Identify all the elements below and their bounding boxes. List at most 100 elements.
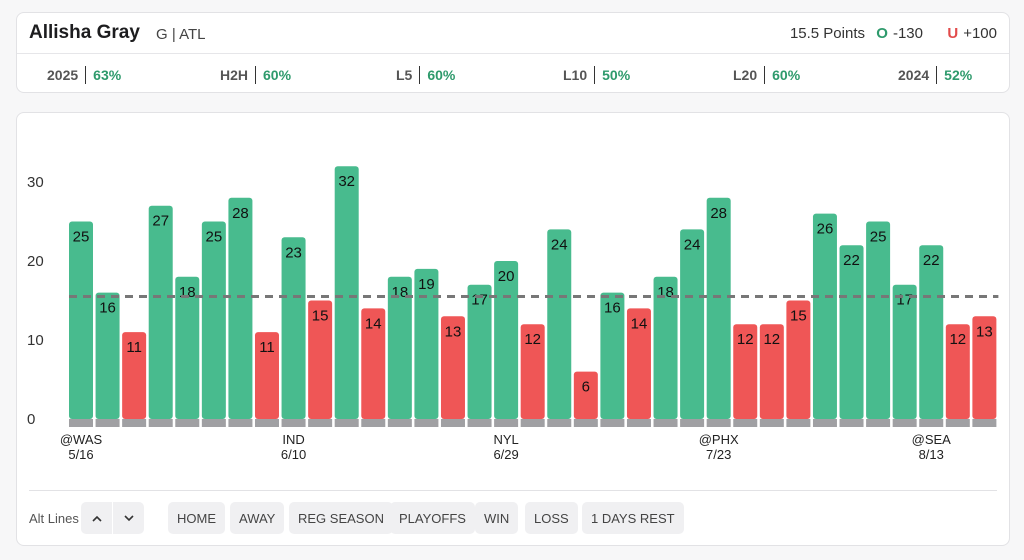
bar-value-label: 17: [471, 292, 488, 309]
x-date-label: 8/13: [919, 447, 944, 462]
data-bar: [440, 316, 465, 419]
bar-baseline-stub: [520, 419, 545, 427]
hit-rate-2024[interactable]: 2024 52%: [898, 66, 972, 84]
alt-line-down-button[interactable]: [113, 502, 144, 534]
bar-baseline-stub: [573, 419, 598, 427]
hit-rate-value: 63%: [93, 67, 122, 83]
hit-rate-value: 50%: [602, 67, 631, 83]
hit-rate-label: H2H: [220, 67, 249, 83]
data-bar: [201, 221, 226, 419]
filter-win-button[interactable]: WIN: [475, 502, 519, 534]
hit-rate-l20[interactable]: L20 60%: [733, 66, 800, 84]
bar-value-label: 18: [179, 284, 196, 301]
under-odds[interactable]: U +100: [947, 25, 997, 42]
bar-value-label: 25: [73, 229, 90, 246]
bar-baseline-stub: [254, 419, 279, 427]
bar-baseline-stub: [440, 419, 465, 427]
over-odds-value: -130: [892, 25, 923, 42]
bar-baseline-stub: [892, 419, 917, 427]
data-bar: [520, 324, 545, 419]
bar-baseline-stub: [414, 419, 439, 427]
bar-value-label: 15: [312, 308, 329, 325]
bar-value-label: 13: [976, 323, 993, 340]
bar-value-label: 14: [365, 315, 382, 332]
bar-baseline-stub: [600, 419, 625, 427]
over-icon: O: [876, 25, 888, 42]
bar-value-label: 12: [949, 331, 966, 348]
data-bar: [812, 213, 837, 419]
hit-rate-l5[interactable]: L5 60%: [396, 66, 455, 84]
hit-rate-value: 60%: [772, 67, 801, 83]
bar-value-label: 12: [524, 331, 541, 348]
filter-loss-button[interactable]: LOSS: [525, 502, 578, 534]
filter-reg-season-button[interactable]: REG SEASON: [289, 502, 393, 534]
bar-value-label: 11: [259, 339, 275, 356]
hit-rate-l10[interactable]: L10 50%: [563, 66, 630, 84]
filter-playoffs-button[interactable]: PLAYOFFS: [390, 502, 475, 534]
divider: [85, 66, 87, 84]
bar-value-label: 23: [285, 244, 302, 261]
data-bar: [706, 197, 731, 419]
bar-baseline-stub: [95, 419, 120, 427]
data-bar: [733, 324, 758, 419]
bar-value-label: 28: [710, 205, 727, 222]
divider: [594, 66, 596, 84]
bar-value-label: 12: [763, 331, 780, 348]
y-tick-label: 20: [27, 253, 44, 270]
player-header-card: Allisha Gray G | ATL 15.5 Points O -130 U…: [16, 12, 1010, 93]
filter-days-rest-button[interactable]: 1 DAYS REST: [582, 502, 684, 534]
filter-divider: [29, 490, 997, 491]
data-bar: [972, 316, 997, 419]
x-date-label: 7/23: [706, 447, 731, 462]
under-icon: U: [947, 25, 959, 42]
x-opponent-label: @WAS: [60, 432, 103, 447]
data-bar: [95, 292, 120, 419]
data-bar: [892, 284, 917, 419]
data-bar: [786, 300, 811, 419]
bar-baseline-stub: [733, 419, 758, 427]
hit-rate-value: 60%: [263, 67, 292, 83]
bar-baseline-stub: [175, 419, 200, 427]
hit-rate-h2h[interactable]: H2H 60%: [220, 66, 291, 84]
data-bar: [281, 237, 306, 419]
hit-rate-2025[interactable]: 2025 63%: [47, 66, 121, 84]
data-bar: [228, 197, 253, 419]
bar-baseline-stub: [201, 419, 226, 427]
bar-baseline-stub: [706, 419, 731, 427]
bar-value-label: 16: [604, 300, 621, 317]
x-opponent-label: IND: [282, 432, 304, 447]
header-divider: [17, 53, 1009, 54]
bar-value-label: 13: [445, 323, 462, 340]
bar-value-label: 19: [418, 276, 435, 293]
divider: [419, 66, 421, 84]
bar-baseline-stub: [866, 419, 891, 427]
bar-baseline-stub: [281, 419, 306, 427]
bar-baseline-stub: [653, 419, 678, 427]
bar-baseline-stub: [334, 419, 359, 427]
data-bar: [334, 166, 359, 419]
data-bar: [175, 276, 200, 419]
data-bar: [919, 245, 944, 419]
bar-value-label: 26: [817, 221, 834, 238]
bar-value-label: 17: [896, 292, 913, 309]
data-bar: [866, 221, 891, 419]
filter-away-button[interactable]: AWAY: [230, 502, 285, 534]
bar-value-label: 18: [391, 284, 408, 301]
divider: [764, 66, 766, 84]
filter-home-button[interactable]: HOME: [168, 502, 225, 534]
x-opponent-label: @SEA: [912, 432, 952, 447]
bar-value-label: 18: [657, 284, 674, 301]
bar-baseline-stub: [148, 419, 173, 427]
data-bar: [361, 308, 386, 419]
data-bar: [414, 268, 439, 419]
bar-baseline-stub: [228, 419, 253, 427]
data-bar: [547, 229, 572, 419]
bar-baseline-stub: [759, 419, 784, 427]
alt-line-up-button[interactable]: [81, 502, 112, 534]
bar-value-label: 24: [551, 236, 568, 253]
hit-rate-label: L20: [733, 67, 758, 83]
data-bar: [653, 276, 678, 419]
over-odds[interactable]: O -130: [876, 25, 923, 42]
bar-value-label: 15: [790, 308, 807, 325]
data-bar: [626, 308, 651, 419]
